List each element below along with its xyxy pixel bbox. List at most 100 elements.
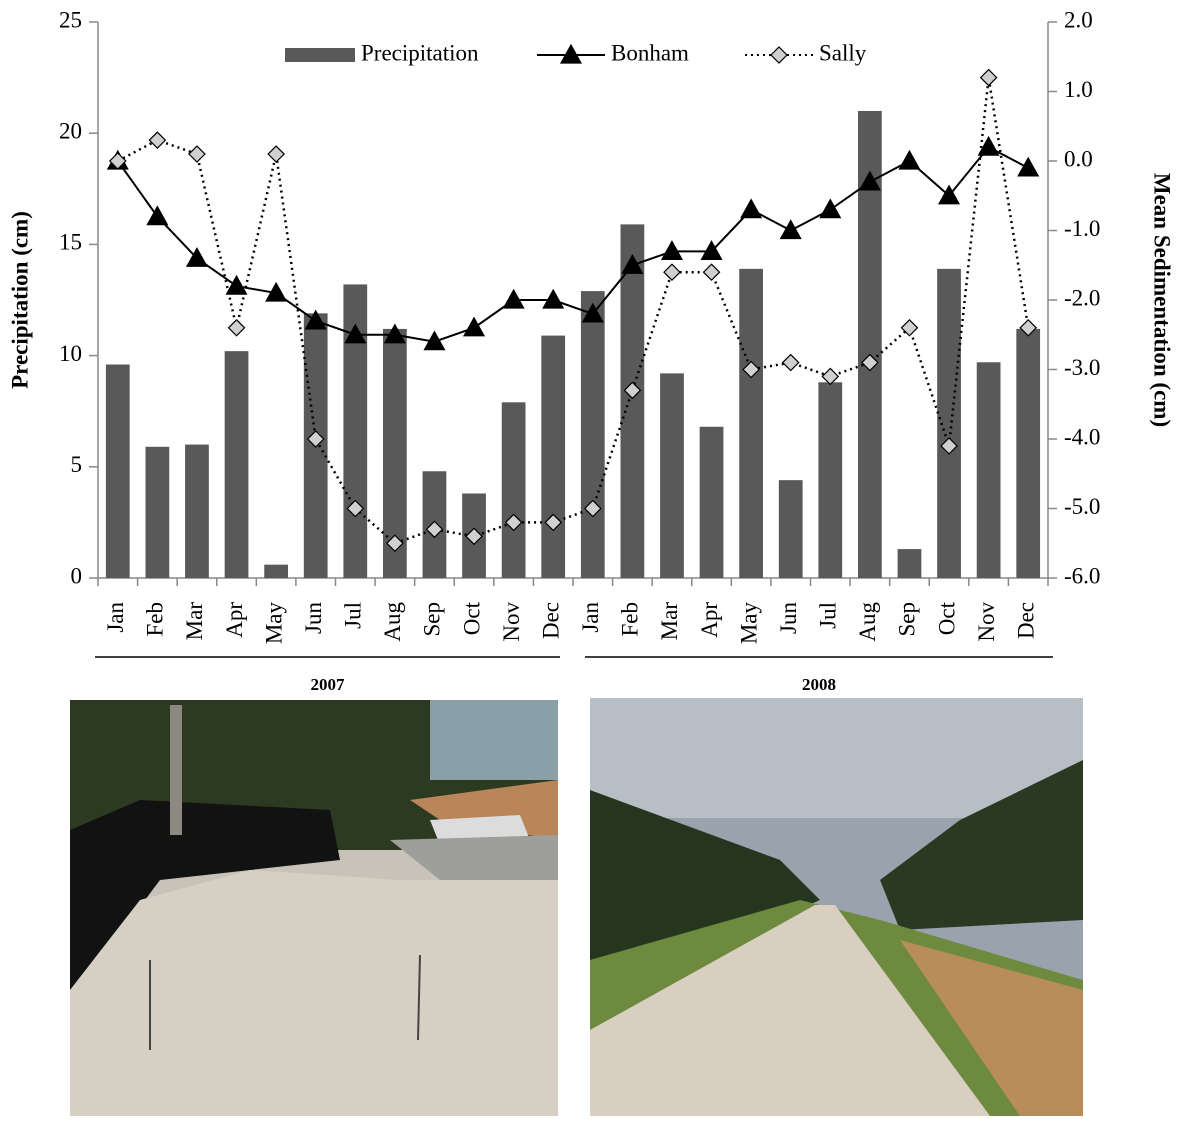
y-tick-label: 10: [59, 341, 82, 366]
x-tick-label: Nov: [974, 602, 999, 642]
marker: [660, 240, 683, 260]
y-tick-label: 25: [59, 7, 82, 32]
marker: [861, 353, 879, 372]
marker: [463, 316, 486, 337]
group-label: 2007: [311, 675, 346, 694]
marker: [663, 263, 681, 282]
marker: [740, 198, 763, 219]
marker: [304, 309, 327, 330]
marker: [1019, 318, 1038, 337]
x-tick-label: Jan: [578, 602, 603, 633]
y2-tick-label: -2.0: [1064, 285, 1100, 310]
marker: [544, 513, 563, 532]
marker: [623, 381, 642, 400]
x-tick-label: Dec: [538, 602, 563, 639]
x-tick-label: Jul: [341, 602, 366, 629]
bar: [105, 364, 130, 578]
marker: [559, 43, 583, 64]
marker: [188, 145, 206, 163]
bar: [264, 564, 288, 578]
marker: [940, 437, 958, 455]
bar: [343, 284, 368, 578]
marker: [938, 184, 961, 205]
marker: [781, 353, 800, 372]
bar: [778, 480, 803, 578]
bar: [501, 402, 526, 578]
marker: [700, 240, 723, 260]
marker: [265, 281, 288, 302]
marker: [900, 318, 919, 337]
marker: [770, 46, 788, 64]
line: [116, 145, 1029, 343]
x-tick-label: Dec: [1013, 602, 1038, 639]
marker: [346, 499, 365, 518]
y-tick-label: 5: [71, 452, 83, 477]
bar: [818, 382, 843, 578]
marker: [465, 527, 483, 546]
y2-tick-label: 0.0: [1064, 146, 1093, 171]
x-tick-label: Mar: [182, 602, 207, 641]
group-label: 2008: [802, 675, 836, 694]
marker: [386, 534, 404, 553]
marker: [979, 68, 998, 87]
x-tick-label: Jun: [301, 602, 326, 634]
legend-swatch: [285, 48, 355, 62]
x-tick-label: Aug: [855, 602, 880, 642]
x-tick-label: Nov: [499, 602, 524, 642]
bar: [224, 351, 249, 578]
x-tick-label: Apr: [697, 602, 722, 638]
legend-label: Bonham: [611, 40, 689, 65]
marker: [583, 499, 602, 518]
marker: [344, 323, 367, 344]
y2-tick-label: -5.0: [1064, 494, 1100, 519]
bar: [739, 268, 763, 578]
line: [117, 77, 1030, 545]
marker: [779, 219, 802, 240]
bar: [897, 549, 922, 578]
bar: [383, 328, 407, 578]
x-tick-label: Sep: [895, 602, 920, 637]
marker: [225, 274, 248, 295]
marker: [425, 520, 444, 539]
marker: [267, 145, 285, 163]
marker: [383, 323, 406, 344]
x-tick-label: Mar: [657, 602, 682, 641]
legend-label: Precipitation: [361, 40, 479, 65]
bar: [699, 426, 724, 578]
marker: [542, 288, 565, 309]
marker: [977, 135, 1000, 156]
marker: [502, 288, 525, 309]
marker: [742, 360, 760, 379]
marker: [702, 263, 721, 282]
x-tick-label: Aug: [380, 602, 405, 642]
y2-tick-label: -1.0: [1064, 216, 1100, 241]
bar: [185, 444, 209, 578]
y2-axis-label: Mean Sedimentation (cm): [1150, 173, 1175, 427]
marker: [621, 254, 644, 274]
marker: [1017, 156, 1040, 177]
y2-tick-label: -3.0: [1064, 355, 1100, 380]
marker: [858, 170, 881, 191]
marker: [898, 149, 921, 170]
marker: [504, 513, 523, 532]
x-tick-label: Oct: [459, 601, 484, 635]
x-tick-label: Jan: [103, 602, 128, 633]
x-tick-label: Feb: [143, 602, 168, 637]
y2-tick-label: -4.0: [1064, 424, 1100, 449]
photo-right: [590, 698, 1083, 1116]
x-tick-label: Jul: [816, 602, 841, 629]
y2-tick-label: -6.0: [1064, 563, 1100, 588]
bar: [937, 268, 961, 578]
bar: [145, 446, 170, 578]
marker: [148, 131, 167, 149]
marker: [423, 330, 446, 351]
x-tick-label: Feb: [618, 602, 643, 637]
y-tick-label: 0: [71, 563, 83, 588]
x-tick-label: Jun: [776, 602, 801, 634]
bar: [1016, 328, 1041, 578]
marker: [581, 302, 604, 323]
marker: [227, 318, 246, 337]
y2-tick-label: 1.0: [1064, 77, 1093, 102]
